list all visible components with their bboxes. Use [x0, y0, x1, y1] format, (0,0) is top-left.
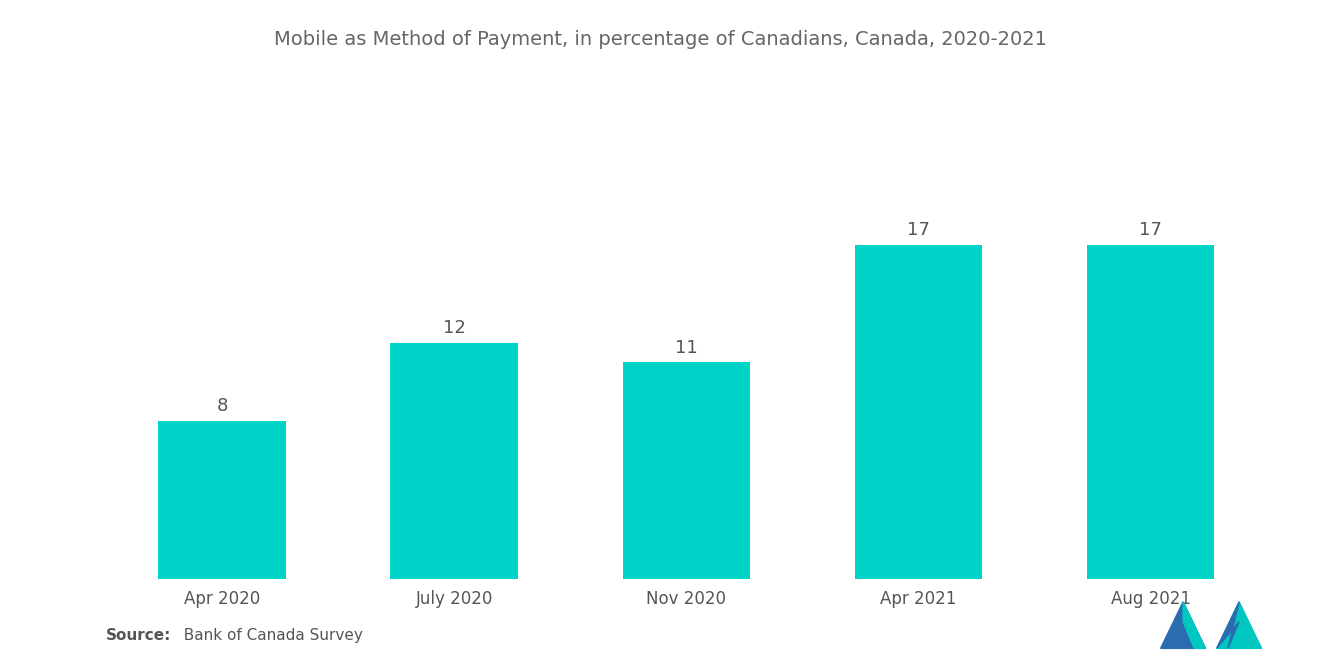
Text: 17: 17 — [1139, 221, 1162, 239]
Bar — [854, 245, 982, 579]
Polygon shape — [1183, 602, 1205, 648]
Bar — [623, 362, 750, 579]
Polygon shape — [1217, 602, 1239, 648]
Text: Source:: Source: — [106, 628, 172, 642]
Text: Bank of Canada Survey: Bank of Canada Survey — [174, 628, 363, 642]
Polygon shape — [1217, 602, 1262, 648]
Text: 17: 17 — [907, 221, 929, 239]
Text: Mobile as Method of Payment, in percentage of Canadians, Canada, 2020-2021: Mobile as Method of Payment, in percenta… — [273, 30, 1047, 49]
Text: 12: 12 — [444, 319, 466, 337]
Bar — [158, 422, 286, 579]
Text: 11: 11 — [675, 338, 698, 356]
Bar — [1086, 245, 1214, 579]
Text: 8: 8 — [216, 398, 228, 416]
Polygon shape — [1160, 602, 1205, 648]
Bar — [391, 342, 519, 579]
